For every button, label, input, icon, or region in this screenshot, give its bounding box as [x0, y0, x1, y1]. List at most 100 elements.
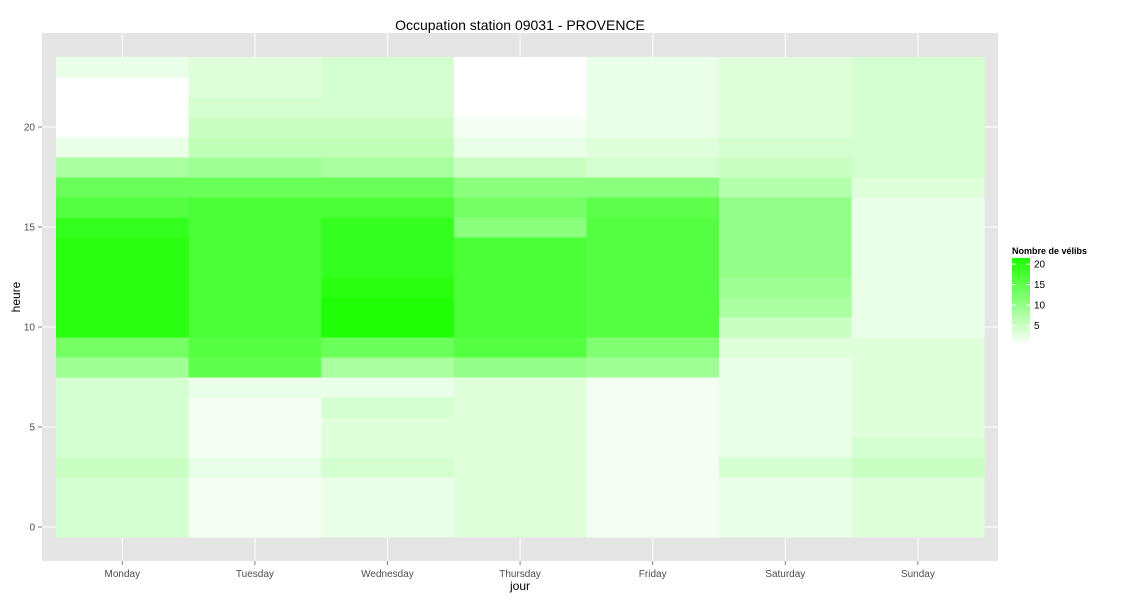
- heatmap-cell: [851, 237, 985, 258]
- heatmap-cell: [586, 437, 720, 458]
- heatmap-cell: [321, 417, 455, 438]
- heatmap-cell: [719, 477, 853, 498]
- heatmap-cell: [188, 217, 322, 238]
- heatmap-cell: [719, 337, 853, 358]
- heatmap-cell: [56, 257, 190, 278]
- heatmap-cell: [56, 217, 190, 238]
- y-axis-title: heure: [9, 281, 23, 312]
- heatmap-cell: [453, 137, 587, 158]
- heatmap-cell: [453, 457, 587, 478]
- heatmap-cell: [188, 417, 322, 438]
- heatmap-cell: [586, 297, 720, 318]
- heatmap-cell: [851, 197, 985, 218]
- heatmap-cell: [188, 337, 322, 358]
- heatmap-cell: [453, 217, 587, 238]
- heatmap-cell: [321, 357, 455, 378]
- heatmap-cell: [321, 517, 455, 538]
- heatmap-cell: [586, 477, 720, 498]
- heatmap-cell: [321, 177, 455, 198]
- heatmap-cell: [188, 437, 322, 458]
- heatmap-cell: [321, 217, 455, 238]
- heatmap-cell: [719, 257, 853, 278]
- heatmap-cell: [719, 437, 853, 458]
- heatmap-cell: [719, 497, 853, 518]
- x-tick-label: Wednesday: [361, 569, 414, 580]
- heatmap-cell: [188, 277, 322, 298]
- heatmap-cell: [851, 177, 985, 198]
- heatmap-cell: [851, 157, 985, 178]
- heatmap-cell: [188, 357, 322, 378]
- heatmap-cell: [453, 377, 587, 398]
- heatmap-cell: [719, 377, 853, 398]
- heatmap-cell: [851, 317, 985, 338]
- heatmap-cell: [188, 457, 322, 478]
- y-tick-label: 5: [29, 423, 35, 434]
- x-tick-label: Friday: [639, 569, 667, 580]
- heatmap-cell: [321, 117, 455, 138]
- heatmap-cell: [851, 357, 985, 378]
- heatmap-cell: [321, 317, 455, 338]
- x-axis-title: jour: [509, 579, 530, 593]
- heatmap-cell: [453, 237, 587, 258]
- x-tick-label: Tuesday: [236, 569, 274, 580]
- heatmap-cell: [321, 297, 455, 318]
- heatmap-cell: [321, 457, 455, 478]
- heatmap-cell: [321, 397, 455, 418]
- heatmap-cell: [586, 237, 720, 258]
- heatmap-cell: [586, 177, 720, 198]
- legend-tick-label: 10: [1034, 301, 1046, 312]
- heatmap-cell: [188, 297, 322, 318]
- heatmap-cell: [851, 137, 985, 158]
- heatmap-cell: [56, 457, 190, 478]
- heatmap-cell: [188, 57, 322, 78]
- heatmap-cell: [586, 257, 720, 278]
- x-tick-label: Monday: [105, 569, 141, 580]
- heatmap-cell: [321, 157, 455, 178]
- heatmap-cell: [719, 117, 853, 138]
- heatmap-cell: [453, 497, 587, 518]
- heatmap-cell: [453, 77, 587, 98]
- heatmap-cell: [56, 157, 190, 178]
- legend-tick-label: 15: [1034, 280, 1046, 291]
- heatmap-cell: [453, 317, 587, 338]
- heatmap-cell: [453, 297, 587, 318]
- heatmap-cell: [321, 57, 455, 78]
- legend: Nombre de vélibs 5 10 15 20: [1012, 246, 1087, 346]
- heatmap-cell: [56, 437, 190, 458]
- heatmap-cell: [719, 277, 853, 298]
- heatmap-cell: [56, 137, 190, 158]
- heatmap-cell: [56, 477, 190, 498]
- heatmap-cell: [453, 157, 587, 178]
- heatmap-cell: [321, 237, 455, 258]
- heatmap-cell: [453, 397, 587, 418]
- heatmap-cell: [586, 157, 720, 178]
- heatmap-cell: [56, 97, 190, 118]
- x-tick-label: Thursday: [499, 569, 541, 580]
- heatmap-cell: [56, 297, 190, 318]
- heatmap-cell: [719, 417, 853, 438]
- heatmap-cell: [188, 397, 322, 418]
- heatmap-cell: [188, 137, 322, 158]
- heatmap-cell: [586, 417, 720, 438]
- heatmap-cell: [851, 97, 985, 118]
- heatmap-cell: [453, 417, 587, 438]
- heatmap-cell: [56, 377, 190, 398]
- heatmap-cell: [719, 137, 853, 158]
- heatmap-cell: [321, 337, 455, 358]
- heatmap-cell: [453, 337, 587, 358]
- heatmap-cell: [586, 517, 720, 538]
- heatmap-cell: [453, 257, 587, 278]
- heatmap-cell: [719, 77, 853, 98]
- heatmap-cell: [321, 137, 455, 158]
- heatmap-cell: [719, 457, 853, 478]
- heatmap-cell: [321, 97, 455, 118]
- heatmap-cell: [453, 97, 587, 118]
- y-tick-label: 0: [29, 523, 35, 534]
- heatmap-cell: [188, 317, 322, 338]
- heatmap-cell: [586, 457, 720, 478]
- heatmap-cell: [453, 437, 587, 458]
- heatmap-cell: [851, 57, 985, 78]
- heatmap-cell: [188, 157, 322, 178]
- heatmap-cell: [719, 177, 853, 198]
